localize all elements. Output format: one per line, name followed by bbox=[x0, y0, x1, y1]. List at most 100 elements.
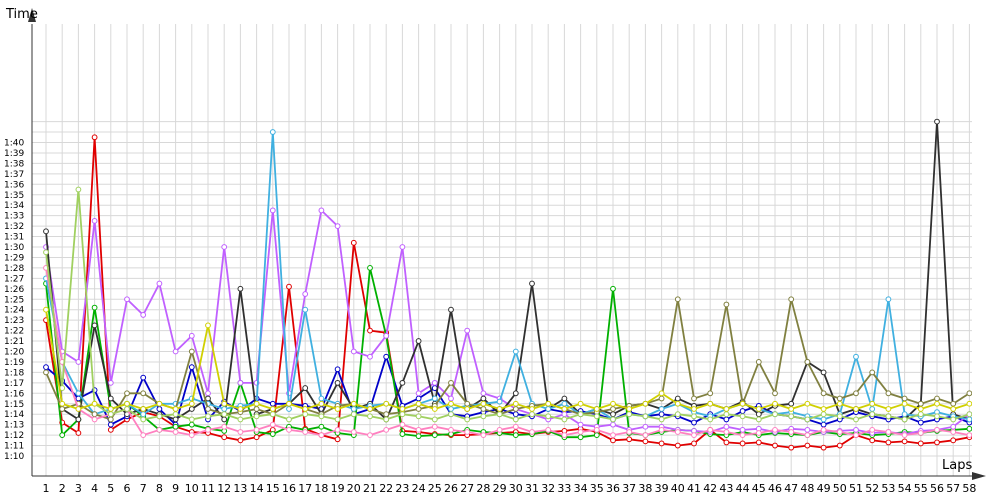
data-point bbox=[934, 413, 940, 420]
x-tick-label: 30 bbox=[509, 482, 523, 495]
data-point bbox=[593, 432, 600, 439]
x-tick-label: 15 bbox=[266, 482, 280, 495]
y-axis-title: Time bbox=[5, 7, 38, 22]
data-point bbox=[512, 411, 519, 418]
x-tick-label: 24 bbox=[412, 482, 426, 495]
data-point bbox=[853, 390, 859, 397]
data-point bbox=[188, 332, 195, 339]
data-point bbox=[674, 442, 681, 449]
data-point bbox=[383, 426, 390, 433]
data-point bbox=[772, 400, 778, 407]
data-point bbox=[577, 434, 584, 441]
x-tick-label: 5 bbox=[107, 482, 114, 495]
data-point bbox=[707, 390, 714, 397]
y-tick-label: 1:28 bbox=[4, 264, 24, 274]
data-point bbox=[869, 400, 876, 407]
data-point bbox=[658, 411, 665, 418]
data-point bbox=[75, 359, 82, 365]
data-point bbox=[723, 411, 730, 418]
data-point bbox=[448, 379, 454, 386]
series-line bbox=[45, 132, 970, 421]
data-point bbox=[334, 416, 341, 423]
data-point bbox=[545, 426, 552, 433]
data-point bbox=[172, 411, 179, 418]
x-tick-label: 3 bbox=[75, 482, 82, 495]
data-point bbox=[966, 390, 972, 397]
data-point bbox=[124, 400, 130, 407]
data-point bbox=[691, 432, 697, 439]
data-point bbox=[399, 379, 406, 386]
data-point bbox=[658, 426, 665, 433]
data-point bbox=[529, 280, 535, 287]
data-point bbox=[755, 416, 762, 423]
data-point bbox=[188, 416, 195, 423]
y-tick-label: 1:15 bbox=[4, 400, 24, 410]
data-point bbox=[512, 432, 519, 439]
x-tick-label: 14 bbox=[250, 482, 264, 495]
x-tick-label: 54 bbox=[898, 482, 912, 495]
data-point bbox=[302, 429, 309, 435]
y-tick-labels: 1:101:111:121:131:141:151:161:171:181:19… bbox=[4, 139, 24, 463]
x-axis-title: Laps bbox=[942, 458, 972, 473]
x-tick-label: 48 bbox=[800, 482, 814, 495]
data-point bbox=[901, 395, 908, 402]
x-tick-label: 43 bbox=[719, 482, 733, 495]
data-point bbox=[107, 379, 114, 386]
data-point bbox=[140, 312, 147, 318]
data-point bbox=[75, 406, 82, 412]
data-point bbox=[593, 426, 600, 433]
data-point bbox=[950, 406, 957, 412]
x-tick-label: 37 bbox=[622, 482, 636, 495]
data-point bbox=[237, 285, 244, 292]
data-point bbox=[804, 359, 811, 365]
data-point bbox=[91, 304, 98, 311]
data-point bbox=[950, 400, 957, 407]
data-point bbox=[399, 431, 406, 437]
data-point bbox=[917, 411, 924, 418]
data-point bbox=[512, 400, 519, 407]
y-tick-label: 1:38 bbox=[4, 159, 24, 169]
x-tick-label: 32 bbox=[541, 482, 555, 495]
data-point bbox=[626, 411, 633, 418]
data-point bbox=[107, 406, 114, 412]
data-point bbox=[577, 429, 584, 435]
data-point bbox=[691, 406, 697, 412]
data-point bbox=[885, 439, 892, 446]
data-point bbox=[917, 440, 924, 447]
data-point bbox=[804, 400, 811, 407]
y-tick-label: 1:34 bbox=[4, 201, 24, 211]
data-point bbox=[772, 426, 778, 433]
data-point bbox=[334, 406, 341, 412]
data-point bbox=[642, 413, 649, 420]
data-point bbox=[188, 348, 195, 355]
data-point bbox=[966, 411, 972, 418]
data-point bbox=[642, 432, 649, 439]
x-tick-label: 12 bbox=[217, 482, 231, 495]
data-point bbox=[286, 406, 292, 412]
data-point bbox=[934, 439, 940, 446]
data-point bbox=[415, 400, 422, 407]
data-point bbox=[383, 400, 390, 407]
data-point bbox=[286, 283, 292, 290]
axes bbox=[28, 8, 986, 480]
x-tick-label: 49 bbox=[817, 482, 831, 495]
data-point bbox=[318, 395, 325, 402]
data-point bbox=[367, 265, 373, 271]
data-point bbox=[804, 442, 811, 449]
data-point bbox=[739, 413, 746, 420]
x-tick-labels: 1 2 3 4 5 6 7 8 9 10 11 12 13 14 15 16 17 18 19 20 21 22 23 24 2… bbox=[43, 482, 977, 495]
data-point bbox=[107, 426, 114, 433]
data-point bbox=[350, 411, 357, 418]
data-point bbox=[205, 426, 211, 433]
data-point bbox=[334, 366, 341, 373]
data-point bbox=[269, 207, 276, 214]
x-tick-label: 46 bbox=[768, 482, 782, 495]
data-point bbox=[869, 406, 876, 412]
data-point bbox=[626, 406, 633, 412]
x-tick-label: 52 bbox=[865, 482, 879, 495]
data-point bbox=[43, 228, 49, 235]
data-point bbox=[464, 416, 471, 423]
data-point bbox=[448, 426, 454, 433]
data-point bbox=[350, 239, 357, 246]
x-tick-label: 9 bbox=[172, 482, 179, 495]
